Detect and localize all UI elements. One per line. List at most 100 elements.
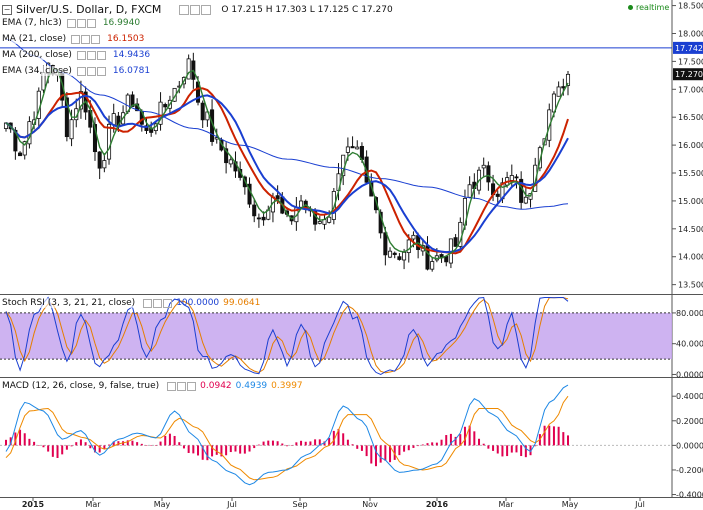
- macd-hist-bar: [506, 445, 509, 457]
- indicator-row: EMA (34, close) 16.0781: [2, 63, 150, 79]
- candle-body: [200, 102, 205, 121]
- price-tick-label: 16.500: [678, 113, 703, 122]
- macd-hist-bar: [154, 445, 157, 446]
- x-tick-label: Jul: [634, 500, 645, 509]
- macd-hist-bar: [543, 425, 546, 446]
- settings-icon[interactable]: [76, 18, 86, 28]
- price-pane[interactable]: [0, 0, 672, 293]
- macd-tick-label: 0.4000: [676, 392, 703, 401]
- indicator-settings-icon[interactable]: [71, 34, 101, 44]
- settings-icon[interactable]: [81, 34, 91, 44]
- close-icon[interactable]: [86, 18, 96, 28]
- macd-hist-bar: [314, 439, 317, 446]
- macd-hist-bar: [159, 441, 162, 446]
- macd-hist-bar: [529, 445, 532, 456]
- macd-hist-bar: [496, 445, 499, 454]
- close-icon[interactable]: [163, 298, 173, 308]
- macd-hist-bar: [215, 445, 218, 455]
- macd-hist-bar: [178, 442, 181, 446]
- hide-icon[interactable]: [66, 18, 76, 28]
- candle-body: [556, 86, 561, 97]
- candle-body: [299, 200, 304, 208]
- indicator-settings-icon[interactable]: [76, 50, 106, 60]
- candle-body: [107, 123, 112, 160]
- price-tick-label: 18.000: [678, 29, 703, 38]
- close-icon[interactable]: [187, 381, 197, 391]
- close-icon[interactable]: [96, 66, 106, 76]
- indicator-name: MA (200, close): [2, 50, 72, 60]
- stoch-legend: Stoch RSI (3, 3, 21, 21, close) 100.0000…: [2, 298, 260, 308]
- macd-hist-bar: [328, 437, 331, 446]
- hide-icon[interactable]: [76, 66, 86, 76]
- price-tick-label: 17.500: [678, 57, 703, 66]
- macd-hist-bar: [417, 445, 420, 447]
- collapse-icon[interactable]: −: [2, 4, 12, 15]
- settings-icon[interactable]: [153, 298, 163, 308]
- macd-hist-bar: [271, 440, 274, 446]
- macd-hist-bar: [365, 445, 368, 457]
- macd-hist-bar: [421, 444, 424, 446]
- close-value: 17.270: [361, 4, 393, 15]
- macd-hist-bar: [89, 445, 92, 449]
- macd-hist-bar: [412, 445, 415, 448]
- macd-hist-bar: [459, 434, 462, 446]
- stoch-icons[interactable]: [143, 298, 173, 308]
- macd-pane[interactable]: [0, 379, 672, 497]
- price-tick-label: 16.000: [678, 141, 703, 150]
- price-axis[interactable]: [672, 0, 703, 497]
- hide-icon[interactable]: [76, 50, 86, 60]
- stoch-tick-label: 80.0000: [676, 309, 703, 318]
- macd-hist-bar: [253, 445, 256, 449]
- settings-icon[interactable]: [177, 381, 187, 391]
- macd-hist-bar: [248, 445, 251, 452]
- macd-hist-bar: [426, 443, 429, 446]
- macd-hist-bar: [262, 441, 265, 446]
- candle-body: [22, 141, 27, 156]
- macd-hist-bar: [70, 445, 73, 447]
- price-tick-label: 14.000: [678, 253, 703, 262]
- macd-hist-bar: [309, 441, 312, 446]
- macd-hist-bar: [23, 433, 26, 446]
- macd-hist-bar: [65, 445, 68, 450]
- x-tick-label: May: [562, 500, 579, 509]
- hide-icon[interactable]: [167, 381, 177, 391]
- settings-icon[interactable]: [86, 50, 96, 60]
- candle-body: [565, 73, 571, 86]
- header: − Silver/U.S. Dollar, D, FXCM O 17.215 H…: [2, 3, 393, 16]
- macd-hist-bar: [164, 435, 167, 446]
- macd-hist-bar: [103, 445, 106, 449]
- hide-icon[interactable]: [71, 34, 81, 44]
- candle-body: [444, 256, 449, 263]
- close-icon[interactable]: [91, 34, 101, 44]
- candle-body: [130, 94, 135, 107]
- indicator-legend: EMA (7, hlc3) 16.9940 MA (21, close) 16.150…: [2, 15, 150, 79]
- settings-icon[interactable]: [86, 66, 96, 76]
- candle-body: [224, 148, 229, 164]
- candle-body: [514, 176, 519, 179]
- macd-hist-bar: [225, 445, 228, 456]
- candle-body: [186, 58, 191, 80]
- macd-icons[interactable]: [167, 381, 197, 391]
- hide-icon[interactable]: [179, 4, 190, 15]
- macd-hist-bar: [281, 443, 284, 446]
- macd-hist-bar: [229, 445, 232, 453]
- candle-body: [228, 159, 233, 165]
- resistance-badge-bg: [673, 41, 703, 54]
- macd-legend: MACD (12, 26, close, 9, false, true) 0.0…: [2, 381, 303, 391]
- macd-hist-bar: [534, 445, 537, 447]
- hide-icon[interactable]: [143, 298, 153, 308]
- macd-hist-bar: [192, 445, 195, 454]
- settings-icons[interactable]: [179, 4, 212, 15]
- indicator-settings-icon[interactable]: [66, 18, 96, 28]
- close-icon[interactable]: [201, 4, 212, 15]
- macd-hist-bar: [468, 425, 471, 446]
- macd-hist-bar: [384, 445, 387, 461]
- stoch-tick-label: 40.0000: [676, 340, 703, 349]
- indicator-settings-icon[interactable]: [76, 66, 106, 76]
- close-icon[interactable]: [96, 50, 106, 60]
- settings-icon[interactable]: [190, 4, 201, 15]
- macd-hist-bar: [211, 445, 214, 457]
- macd-hist-bar: [524, 445, 527, 458]
- high-value: 17.303: [275, 4, 307, 15]
